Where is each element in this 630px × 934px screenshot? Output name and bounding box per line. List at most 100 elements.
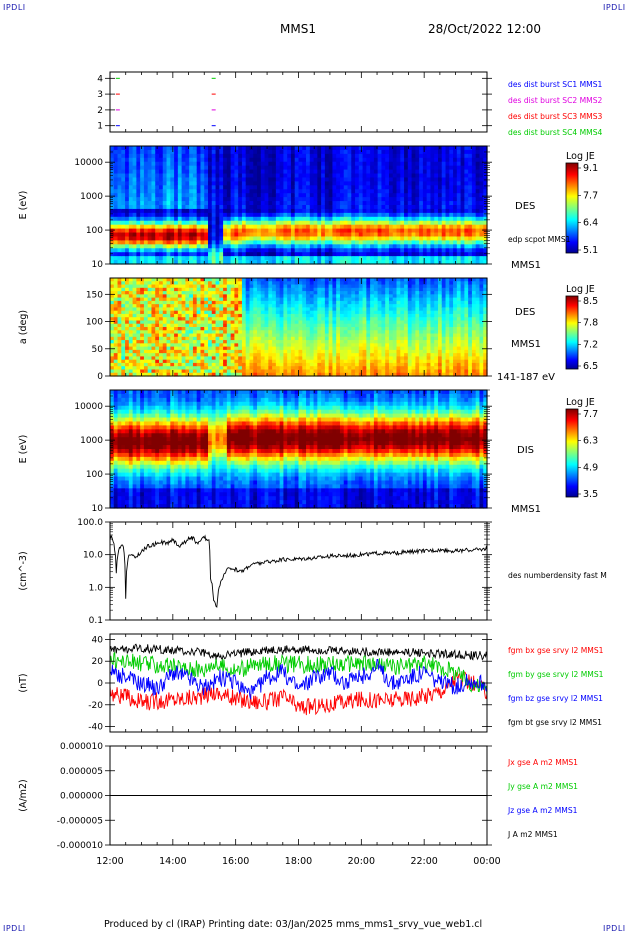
des_spectrogram-cell: [313, 149, 318, 155]
des_pitch-cell: [192, 297, 198, 302]
des_spectrogram-cell: [174, 189, 179, 194]
des_pitch-cell: [200, 304, 205, 308]
des_spectrogram-cell: [430, 220, 435, 226]
des_spectrogram-cell: [343, 169, 349, 175]
des_pitch-cell: [215, 317, 220, 322]
des_spectrogram-cell: [253, 177, 258, 182]
des_pitch-cell: [332, 343, 337, 348]
des_pitch-cell: [279, 284, 285, 289]
des_pitch-cell: [230, 372, 236, 377]
des_spectrogram-cell: [324, 165, 330, 171]
des_spectrogram-cell: [445, 181, 450, 186]
des_spectrogram-cell: [313, 205, 318, 210]
des_pitch-cell: [226, 366, 232, 371]
des_pitch-cell: [264, 297, 269, 302]
des_pitch-cell: [336, 369, 341, 374]
des_spectrogram-cell: [336, 153, 341, 159]
des_pitch-cell: [200, 333, 205, 338]
des_pitch-cell: [317, 297, 322, 302]
des_pitch-cell: [223, 294, 228, 299]
des_spectrogram-cell: [468, 189, 473, 194]
des_pitch-cell: [132, 317, 137, 322]
des_spectrogram-cell: [249, 169, 254, 175]
des_spectrogram-cell: [396, 169, 401, 175]
des_spectrogram-cell: [189, 157, 194, 163]
des_spectrogram-cell: [373, 224, 379, 230]
des_spectrogram-cell: [166, 177, 171, 182]
des_spectrogram-cell: [132, 165, 137, 171]
des_pitch-cell: [317, 366, 322, 371]
des_spectrogram-cell: [287, 189, 292, 194]
des_spectrogram-cell: [132, 157, 137, 163]
des_pitch-cell: [110, 320, 115, 325]
des_pitch-cell: [147, 333, 153, 338]
des_spectrogram-cell: [275, 169, 281, 175]
des_spectrogram-cell: [279, 153, 285, 159]
des_pitch-cell: [234, 284, 239, 289]
des_pitch-cell: [200, 307, 205, 312]
des_spectrogram-cell: [177, 216, 183, 222]
des_pitch-cell: [189, 366, 194, 371]
des_pitch-cell: [298, 366, 303, 371]
des_spectrogram-cell: [434, 169, 439, 175]
des_spectrogram-cell: [110, 248, 115, 253]
des_pitch-cell: [245, 320, 251, 325]
des_pitch-cell: [208, 313, 213, 318]
des_pitch-cell: [351, 366, 356, 371]
des_spectrogram-cell: [355, 146, 360, 151]
des_pitch-cell: [170, 343, 175, 348]
des_spectrogram-cell: [362, 252, 367, 257]
des_spectrogram-cell: [162, 161, 168, 167]
des_spectrogram-cell: [347, 189, 352, 194]
des_pitch-cell: [279, 320, 285, 325]
des_pitch-cell: [117, 300, 122, 305]
des_spectrogram-cell: [257, 189, 262, 194]
des_spectrogram-cell: [306, 146, 311, 151]
des_pitch-cell: [238, 291, 243, 295]
des_pitch-cell: [234, 297, 239, 302]
des_pitch-cell: [223, 333, 228, 338]
des_spectrogram-cell: [388, 193, 394, 198]
des_spectrogram-cell: [290, 161, 296, 167]
des_spectrogram-cell: [456, 165, 462, 171]
des_spectrogram-cell: [234, 149, 239, 155]
des_spectrogram-cell: [411, 153, 416, 159]
des_pitch-cell: [245, 323, 251, 328]
des_pitch-cell: [170, 294, 175, 299]
des_pitch-cell: [170, 346, 175, 351]
des_spectrogram-cell: [121, 244, 126, 249]
des_spectrogram-cell: [415, 256, 420, 261]
des_spectrogram-cell: [125, 201, 130, 206]
des_pitch-cell: [287, 349, 292, 354]
des_spectrogram-cell: [128, 252, 134, 257]
des_pitch-cell: [125, 310, 130, 315]
des_pitch-cell: [125, 336, 130, 341]
des_spectrogram-cell: [147, 165, 153, 171]
des_pitch-cell: [264, 333, 269, 338]
des_pitch-cell: [257, 346, 262, 351]
des_spectrogram-cell: [166, 240, 171, 245]
des_pitch-cell: [143, 349, 149, 354]
des_pitch-cell: [294, 336, 300, 341]
des_spectrogram-cell: [309, 185, 315, 190]
des_pitch-cell: [140, 310, 145, 315]
des_spectrogram-cell: [159, 181, 164, 186]
des_spectrogram-cell: [110, 157, 115, 163]
des_spectrogram-cell: [283, 208, 288, 214]
des_pitch-cell: [283, 353, 288, 357]
des_spectrogram-cell: [460, 201, 465, 206]
des_spectrogram-cell: [226, 244, 232, 249]
des_spectrogram-cell: [177, 181, 183, 186]
des_spectrogram-cell: [362, 173, 367, 179]
des_spectrogram-cell: [162, 236, 168, 241]
des_pitch-cell: [317, 362, 322, 367]
des_spectrogram-cell: [437, 157, 443, 163]
des_pitch-cell: [321, 366, 326, 371]
des_pitch-cell: [128, 366, 134, 371]
des_pitch-cell: [121, 330, 126, 335]
des_spectrogram-cell: [419, 256, 424, 261]
des_pitch-cell: [162, 291, 168, 295]
des_spectrogram-cell: [351, 169, 356, 175]
des_spectrogram-cell: [343, 212, 349, 218]
des_pitch-cell: [339, 287, 345, 292]
